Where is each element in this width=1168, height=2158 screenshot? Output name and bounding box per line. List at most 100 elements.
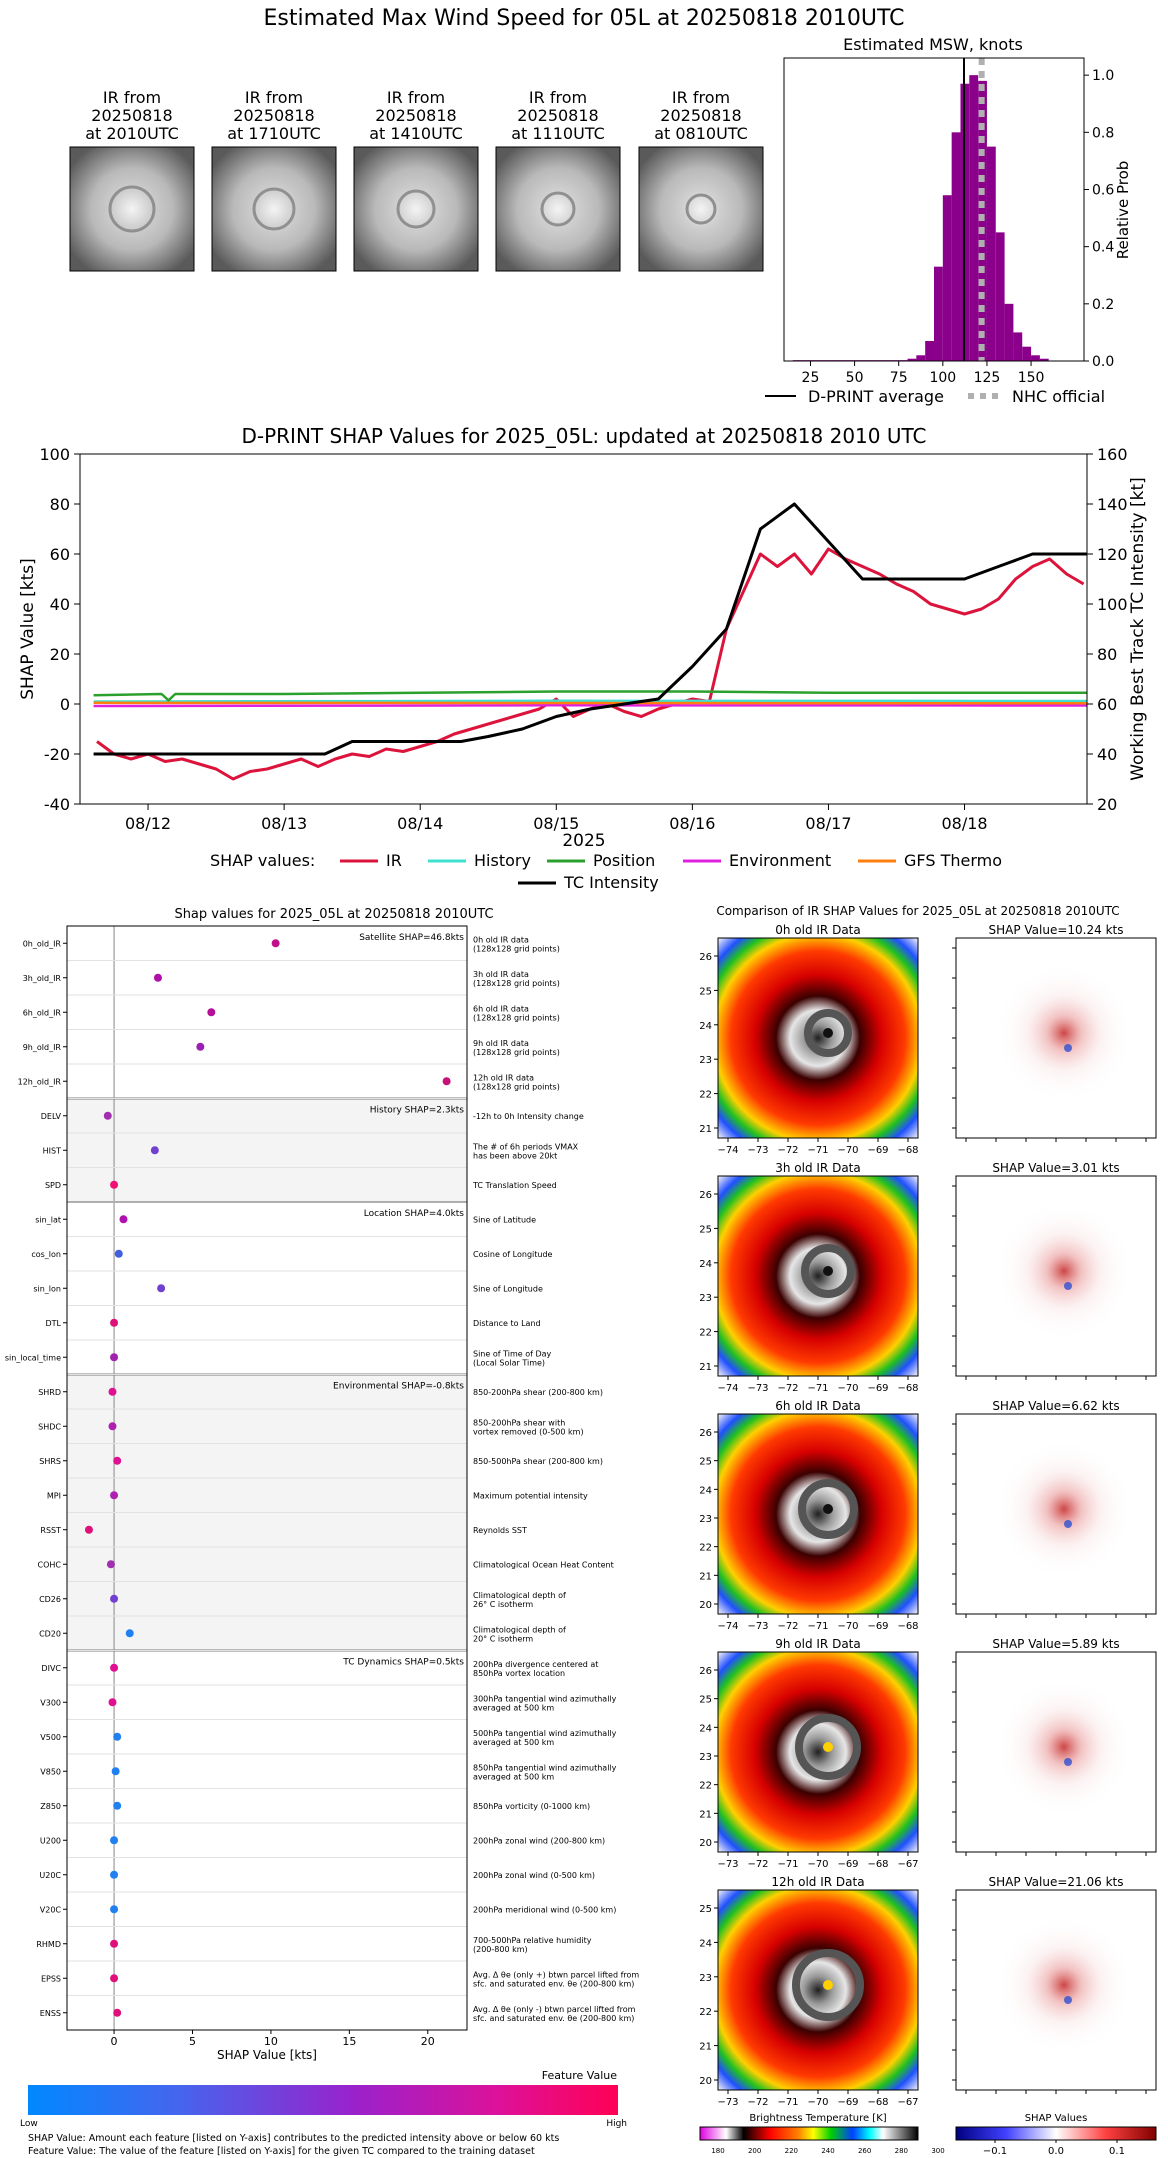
series-line-gfs-thermo	[93, 701, 1088, 705]
x-tick-label: −71	[807, 1145, 828, 1156]
ir-thumbnail-image	[353, 146, 479, 272]
feature-description-line2: 20° C isotherm	[473, 1634, 533, 1643]
ir-panel-title: 3h old IR Data	[775, 1161, 861, 1175]
thumb-label-1: IR from	[245, 88, 303, 107]
y-tick-label: 100	[39, 445, 70, 464]
y-tick-label: -20	[44, 745, 70, 764]
shap-colorbar-label: SHAP Values	[1025, 2113, 1088, 2124]
y-tick-label: 22	[699, 1090, 712, 1101]
feature-group-band	[67, 926, 467, 1099]
x-tick-label: −71	[807, 1383, 828, 1394]
feature-description: Sine of Latitude	[473, 1215, 536, 1224]
y-tick-label: 24	[699, 1938, 712, 1949]
feature-name: Z850	[40, 1802, 61, 1811]
feature-name: sin_local_time	[5, 1353, 61, 1362]
feature-shap-point	[271, 939, 280, 948]
y-tick-label: -40	[44, 795, 70, 814]
shap-negative-spot	[1064, 1758, 1072, 1766]
thumb-label-2: 20250818	[517, 106, 598, 125]
feature-name: V850	[40, 1767, 61, 1776]
feature-description: 500hPa tangential wind azimuthally	[473, 1729, 617, 1738]
y-tick-label: 21	[699, 1571, 712, 1582]
shap-panel-title: SHAP Value=3.01 kts	[992, 1161, 1119, 1175]
timeseries-ylabel-right: Working Best Track TC Intensity [kt]	[1128, 477, 1148, 781]
feature-shap-point	[110, 1353, 119, 1362]
feature-description-line2: sfc. and saturated env. θe (200-800 km)	[473, 1979, 634, 1988]
y-tick-label: 24	[699, 1723, 712, 1734]
footnote-line1: SHAP Value: Amount each feature [listed …	[28, 2133, 559, 2144]
brightness-tick-label: 240	[821, 2147, 834, 2155]
footnote-line2: Feature Value: The value of the feature …	[28, 2146, 535, 2157]
feature-name: DIVC	[41, 1664, 61, 1673]
x-tick-label: −72	[777, 1621, 798, 1632]
eye-swirl	[396, 189, 436, 229]
timeseries-title: D-PRINT SHAP Values for 2025_05L: update…	[241, 424, 926, 448]
histogram-title: Estimated MSW, knots	[843, 35, 1023, 54]
feature-group-band	[67, 1202, 467, 1375]
x-tick-label: 08/17	[805, 814, 851, 833]
feature-description-line2: (128x128 grid points)	[473, 979, 560, 988]
feature-description: 200hPa divergence centered at	[473, 1660, 598, 1669]
feature-shap-point	[103, 1111, 112, 1120]
feature-group-label: Satellite SHAP=46.8kts	[359, 933, 464, 943]
x-tick-label: 150	[1018, 370, 1045, 386]
feature-description-line2: 850hPa vortex location	[473, 1669, 565, 1678]
feature-name: SHRD	[38, 1388, 61, 1397]
shap-colorbar-tick-label: 0.1	[1109, 2146, 1125, 2157]
histogram-bar	[986, 146, 996, 361]
histogram-bar	[916, 355, 926, 361]
y-tick-label: 0.4	[1092, 240, 1114, 256]
thumb-label-1: IR from	[672, 88, 730, 107]
eye-center	[823, 1266, 833, 1276]
feature-description: 200hPa meridional wind (0-500 km)	[473, 1905, 616, 1914]
feature-shap-point	[114, 1249, 123, 1258]
comparison-panel-row: 12h old IR Data −73 −72 −71 −70 −69 −68 −67 25 24…	[699, 1875, 1157, 2108]
x-tick-label: −74	[717, 1145, 738, 1156]
y-tick-label: 80	[50, 495, 70, 514]
feature-group-label: Environmental SHAP=-0.8kts	[333, 1382, 464, 1392]
series-line-position	[93, 690, 1087, 702]
y2-tick-label: 80	[1097, 645, 1117, 664]
feature-shap-point	[110, 1594, 119, 1603]
eye-swirl	[685, 193, 717, 225]
feature-name: 3h_old_IR	[23, 974, 62, 983]
x-tick-label: 50	[846, 370, 864, 386]
feature-shap-point	[111, 1767, 120, 1776]
feature-shap-point	[110, 1974, 119, 1983]
timeseries-frame	[79, 453, 1088, 805]
comparison-title: Comparison of IR SHAP Values for 2025_05…	[716, 904, 1119, 918]
feature-group-label: TC Dynamics SHAP=0.5kts	[342, 1658, 464, 1668]
feature-description: 0h old IR data	[473, 935, 529, 944]
feature-description: 200hPa zonal wind (0-500 km)	[473, 1871, 595, 1880]
feature-group-label: Location SHAP=4.0kts	[364, 1209, 465, 1219]
y-tick-label: 26	[699, 1190, 712, 1201]
series-line-tc-intensity	[93, 502, 1087, 756]
feature-description: 3h old IR data	[473, 970, 529, 979]
x-tick-label: −73	[747, 1621, 768, 1632]
y-tick-label: 25	[699, 1457, 712, 1468]
feature-shap-point	[157, 1284, 166, 1293]
eye-center	[823, 1742, 833, 1752]
comparison-panels: 0h old IR Data −74 −73 −72 −71 −70 −69 −68 26 25 2…	[699, 923, 1157, 2108]
x-tick-label: 15	[342, 2035, 356, 2048]
shap-heat-blob	[994, 963, 1134, 1103]
histogram-frame	[783, 57, 1085, 362]
ir-panel-image	[717, 1175, 919, 1377]
feature-group-band	[67, 1098, 467, 1202]
shap-heat-blob	[994, 1439, 1134, 1579]
legend-environment-label: Environment	[729, 851, 831, 870]
ir-thumbnail-image	[211, 146, 337, 272]
comparison-panel-row: 6h old IR Data −74 −73 −72 −71 −70 −69 −68 26 25 2…	[699, 1399, 1157, 1632]
x-tick-label: −72	[777, 1145, 798, 1156]
feature-name: 9h_old_IR	[23, 1043, 62, 1052]
histogram-bar	[934, 266, 943, 361]
feature-description: The # of 6h periods VMAX	[472, 1142, 579, 1151]
legend-ir-label: IR	[386, 851, 402, 870]
feature-description-line2: (128x128 grid points)	[473, 1082, 560, 1091]
histogram-bar	[1031, 355, 1040, 361]
y-tick-label: 23	[699, 1514, 712, 1525]
brightness-gradient	[699, 2126, 919, 2141]
feature-value-low: Low	[20, 2119, 38, 2129]
histogram-x-ticks: 25 50 75 100 125 150	[802, 361, 1045, 386]
comparison-panel-row: 9h old IR Data −73 −72 −71 −70 −69 −68 −67 26 25 2…	[699, 1637, 1157, 1870]
